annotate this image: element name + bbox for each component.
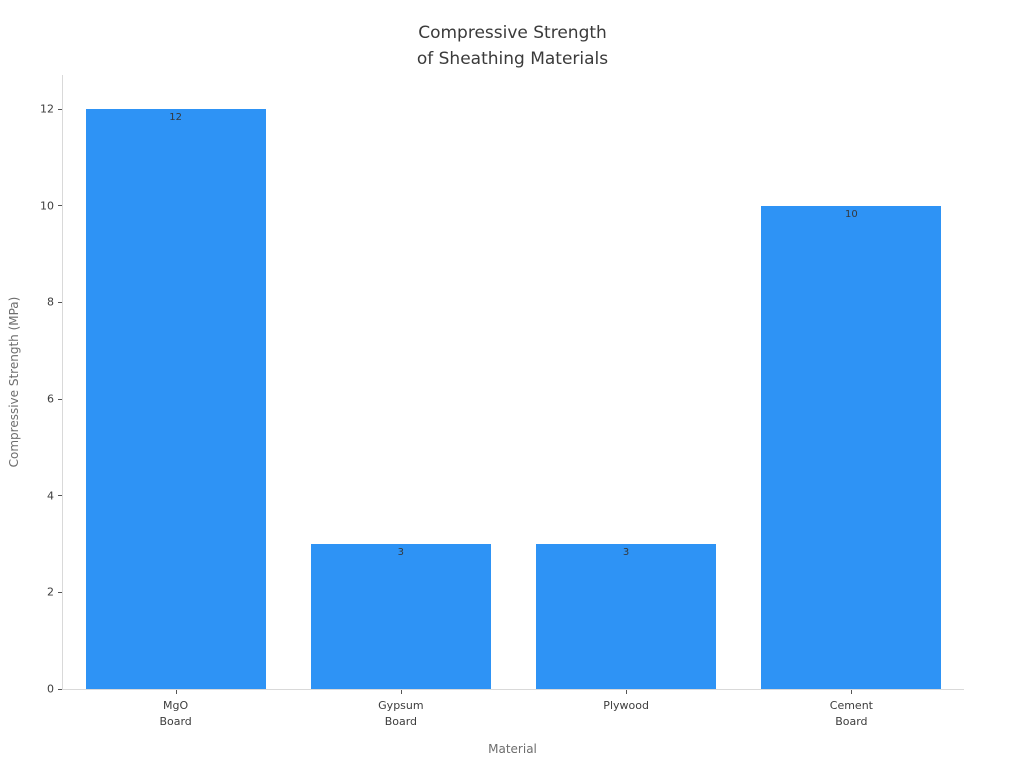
bar: 10 <box>761 205 942 689</box>
y-tick-label: 10 <box>40 199 54 213</box>
y-tick-mark <box>58 205 62 207</box>
y-tick-mark <box>58 108 62 110</box>
chart-title: Compressive Strength of Sheathing Materi… <box>416 23 609 69</box>
bar-value-label: 12 <box>169 112 182 123</box>
y-tick-label: 12 <box>40 102 54 116</box>
y-tick-label: 0 <box>47 682 54 696</box>
y-tick-mark <box>58 591 62 593</box>
y-tick-mark <box>58 495 62 497</box>
bar: 12 <box>85 109 266 689</box>
bar-value-label: 3 <box>397 547 405 558</box>
y-axis-title: Compressive Strength (MPa) <box>7 296 21 468</box>
x-tick-mark <box>851 690 853 694</box>
bar-value-label: 3 <box>622 547 630 558</box>
y-tick-mark <box>58 301 62 303</box>
y-tick-mark <box>58 398 62 400</box>
x-axis-title: Material <box>488 742 537 756</box>
x-tick-label: Plywood <box>603 699 649 712</box>
x-tick-label: MgO Board <box>159 699 192 728</box>
y-tick-mark <box>58 688 62 690</box>
x-tick-mark <box>400 690 402 694</box>
bar-value-label: 10 <box>844 208 858 220</box>
plot-area: 0 2 4 6 8 10 12 12 MgO Board 3 Gypsum Board 3 Plywoo… <box>40 75 964 728</box>
x-tick-mark <box>626 690 628 694</box>
bar: 3 <box>536 544 717 689</box>
y-tick-label: 8 <box>47 295 54 309</box>
bar: 3 <box>310 544 491 689</box>
y-tick-label: 4 <box>47 489 54 503</box>
y-tick-label: 2 <box>47 585 54 599</box>
x-tick-mark <box>175 690 177 694</box>
x-tick-label: Gypsum Board <box>378 699 424 728</box>
x-tick-label: Cement Board <box>829 699 873 728</box>
y-tick-label: 6 <box>47 392 54 406</box>
